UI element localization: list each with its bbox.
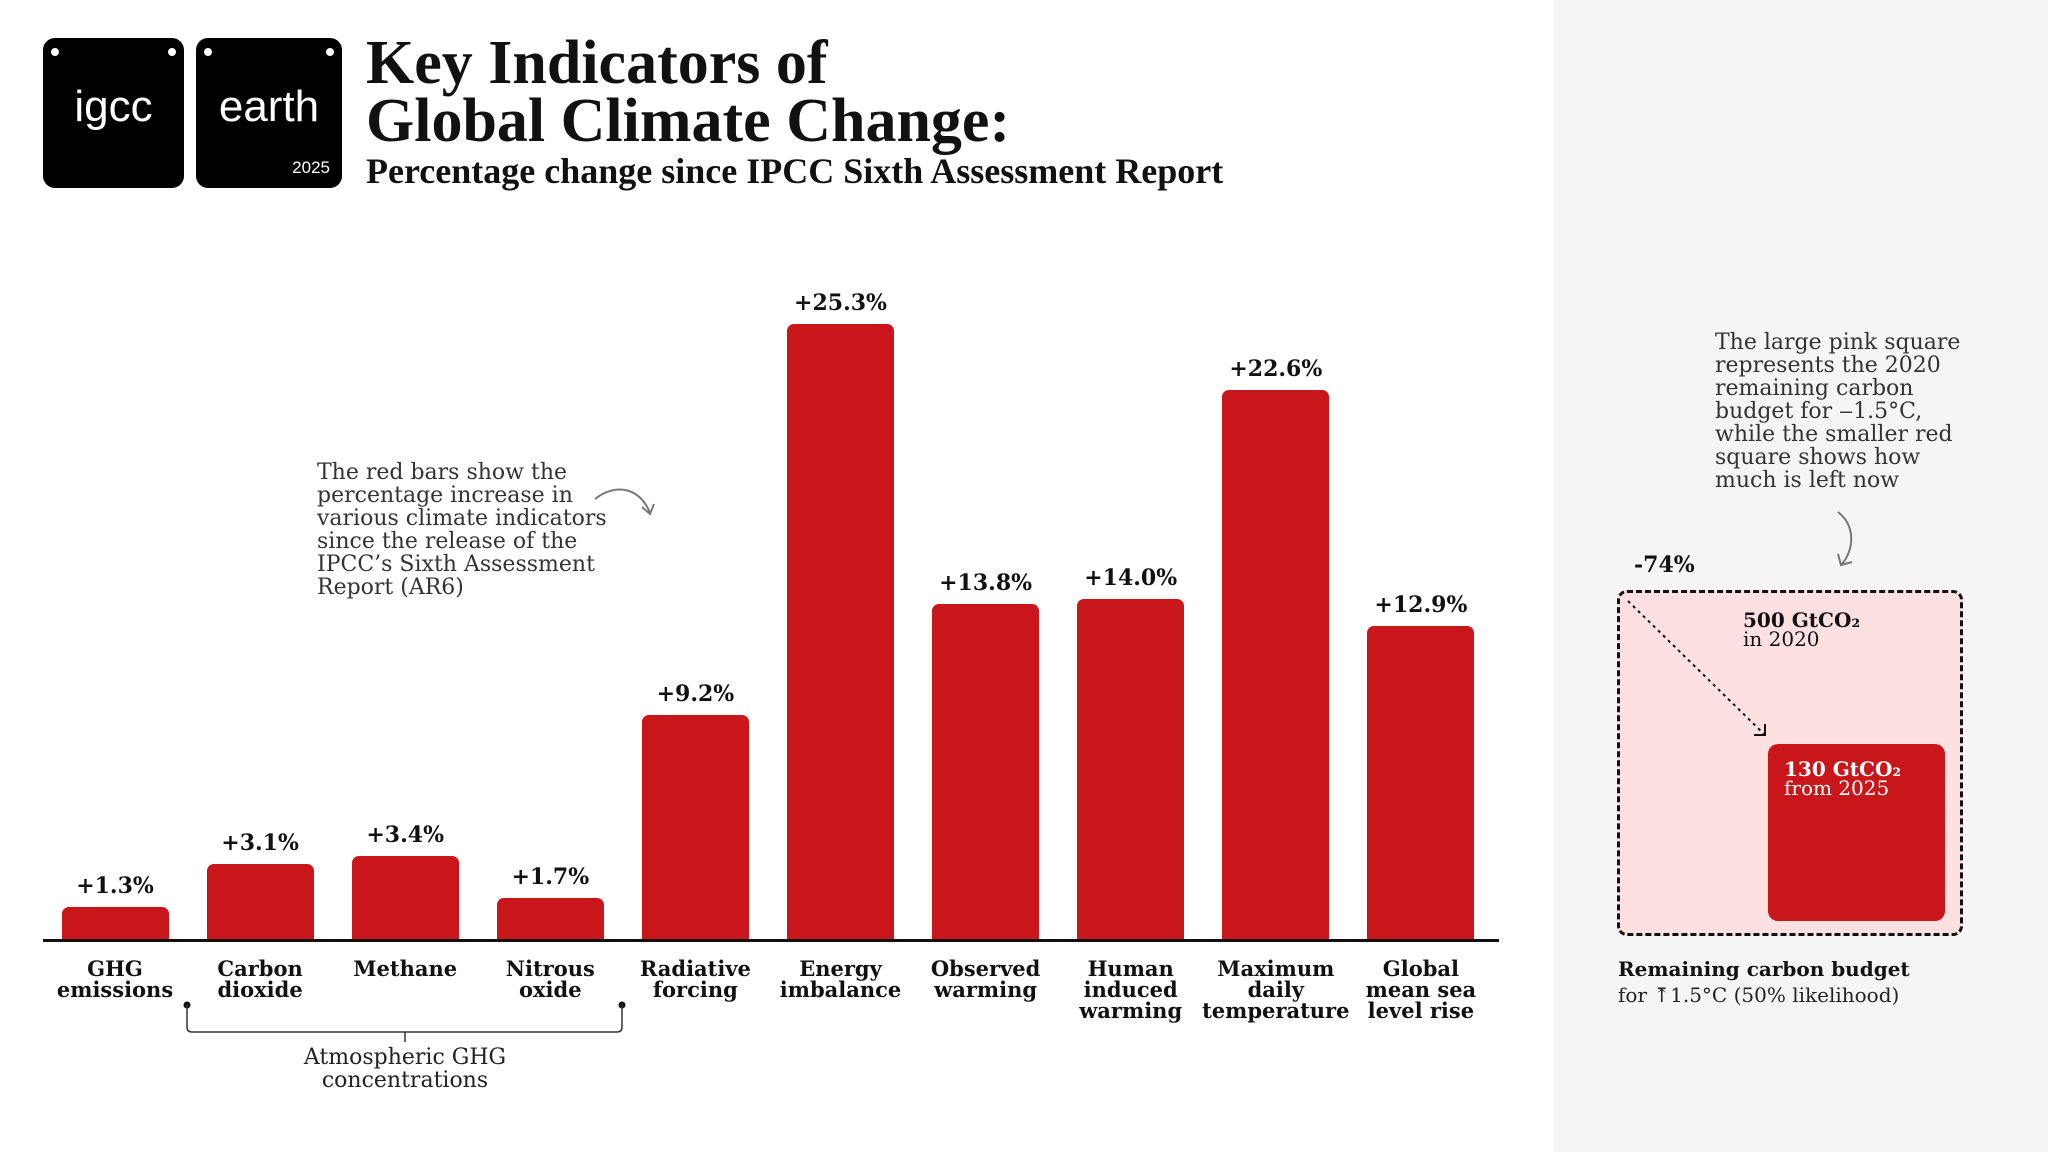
category-label: Carbon dioxide	[217, 956, 303, 1002]
bar-value-label: +14.0%	[1084, 564, 1178, 591]
bar-value-label: +25.3%	[794, 290, 887, 317]
logo-year: 2025	[292, 158, 330, 177]
group-bracket	[183, 1001, 626, 1042]
category-label: Energy imbalance	[779, 956, 902, 1002]
category-label: GHG emissions	[56, 956, 174, 1002]
bar	[1367, 625, 1475, 939]
x-axis-line	[43, 939, 1499, 942]
chart-annotation: The red bars show the percentage increase…	[317, 460, 607, 600]
bar	[1077, 598, 1185, 939]
earth-logo: earth 2025	[196, 38, 342, 188]
dotted-arrow-icon	[1627, 600, 1766, 736]
curved-arrow-icon	[1837, 511, 1853, 567]
bar-value-label: +13.8%	[939, 569, 1033, 596]
bar	[206, 863, 314, 939]
category-label: Nitrous oxide	[505, 956, 595, 1002]
budget-2025-value: 130 GtCO₂	[1784, 757, 1902, 781]
title-line: Global Climate Change:	[366, 87, 1011, 155]
bar-value-label: +12.9%	[1374, 591, 1468, 618]
category-label: Observed warming	[930, 956, 1041, 1002]
igcc-logo: igcc	[43, 38, 184, 188]
budget-2025-square: 130 GtCO₂ from 2025	[1768, 744, 1945, 921]
curved-arrow-icon	[594, 488, 655, 516]
logo-text: igcc	[74, 82, 153, 131]
bar-value-label: +9.2%	[656, 681, 735, 708]
title-line: Key Indicators of	[366, 29, 828, 97]
bar	[61, 907, 169, 939]
budget-caption-title: Remaining carbon budget	[1618, 957, 1910, 981]
bar	[641, 715, 749, 939]
budget-caption: Remaining carbon budget for ⤒1.5°C (50% …	[1618, 956, 1910, 1008]
category-label: Methane	[353, 956, 458, 981]
category-label: Maximum daily temperature	[1202, 956, 1350, 1023]
logo-text: earth	[218, 82, 320, 131]
bar-value-label: +1.7%	[511, 863, 590, 890]
bar-value-label: +3.4%	[366, 822, 444, 849]
budget-2025-label: from 2025	[1784, 776, 1890, 800]
page-title: Key Indicators of Global Climate Change:	[366, 29, 1011, 155]
budget-caption-subtitle: for ⤒1.5°C (50% likelihood)	[1618, 983, 1900, 1007]
bar	[351, 856, 459, 939]
group-label: Atmospheric GHG concentrations	[303, 1045, 507, 1093]
carbon-budget-panel	[1553, 0, 2048, 1152]
budget-2020-value: 500 GtCO₂	[1743, 608, 1861, 632]
page-subtitle: Percentage change since IPCC Sixth Asses…	[366, 151, 1224, 191]
bar	[932, 603, 1040, 939]
category-label: Global mean sea level rise	[1365, 956, 1477, 1023]
budget-change-label: -74%	[1634, 552, 1695, 578]
bar	[787, 324, 894, 939]
category-label: Human induced warming	[1079, 956, 1183, 1023]
bar-value-label: +3.1%	[221, 829, 299, 856]
budget-annotation: The large pink square represents the 2020…	[1715, 330, 1961, 493]
bar	[1222, 389, 1330, 939]
bar-value-label: +1.3%	[76, 873, 154, 900]
budget-2020-label: in 2020	[1743, 627, 1820, 651]
bar	[496, 897, 604, 939]
category-label: Radiative forcing	[639, 956, 751, 1002]
bar-value-label: +22.6%	[1229, 355, 1323, 382]
